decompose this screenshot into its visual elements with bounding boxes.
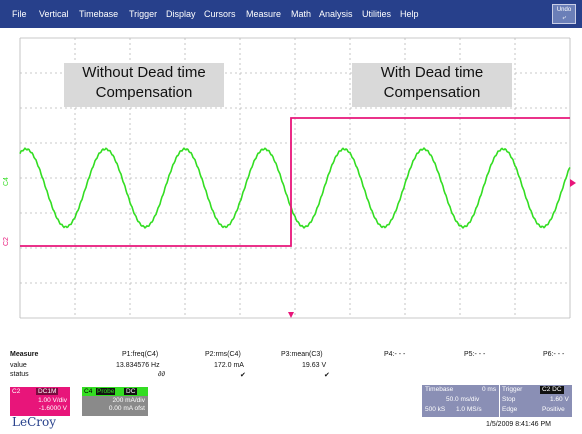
menu-utilities[interactable]: Utilities — [362, 9, 392, 19]
undo-label: Undo — [556, 7, 572, 13]
p3-status: ✔ — [324, 372, 330, 379]
p4-name[interactable]: P4:- - - — [384, 351, 406, 358]
menu-vertical[interactable]: Vertical — [39, 9, 69, 19]
trigger-level-marker — [570, 179, 576, 187]
timebase-samples: 500 kS — [425, 406, 446, 413]
c4-coupling: DC — [124, 388, 138, 395]
menu-display[interactable]: Display — [166, 9, 196, 19]
trigger-position-marker — [288, 312, 294, 318]
c2-channel-box[interactable]: C2 DC1M 1.00 V/div -1.6000 V — [10, 387, 70, 416]
waveform-display[interactable]: C4 C2 Without Dead time Compensation Wit… — [0, 28, 582, 343]
c2-coupling: DC1M — [36, 388, 59, 395]
c2-label: C2 — [12, 388, 21, 395]
measure-title: Measure — [10, 351, 39, 358]
lecroy-logo: LeCroy — [12, 415, 56, 429]
timebase-trigger-panel[interactable]: Timebase 0 ms 50.0 ms/div 500 kS 1.0 MS/… — [422, 385, 572, 417]
trigger-slope: Positive — [542, 406, 565, 413]
trigger-title: Trigger — [502, 386, 523, 393]
c4-marker: C4 — [3, 177, 10, 186]
measure-value-label: value — [10, 362, 27, 369]
with-compensation-label: With Dead time Compensation — [352, 63, 512, 107]
timebase-per-div: 50.0 ms/div — [446, 396, 480, 403]
trigger-source-channel: C2 — [542, 386, 551, 393]
timebase-delay: 0 ms — [482, 386, 497, 393]
c2-waveform — [20, 117, 570, 247]
menu-bar: File Vertical Timebase Trigger Display C… — [0, 0, 582, 28]
panel-divider — [499, 385, 500, 417]
trigger-source-coupling: DC — [552, 386, 562, 393]
p1-name[interactable]: P1:freq(C4) — [122, 351, 159, 358]
c4-probe: Probe — [96, 388, 116, 395]
menu-help[interactable]: Help — [400, 9, 419, 19]
p2-name[interactable]: P2:rms(C4) — [205, 351, 241, 358]
datetime: 1/5/2009 8:41:46 PM — [486, 421, 551, 428]
c4-waveform — [19, 147, 571, 229]
measure-status-label: status — [10, 371, 29, 378]
timebase-title: Timebase — [425, 386, 454, 393]
p2-value: 172.0 mA — [214, 362, 244, 369]
menu-cursors[interactable]: Cursors — [204, 9, 236, 19]
p3-value: 19.63 V — [302, 362, 327, 369]
menu-trigger[interactable]: Trigger — [129, 9, 158, 19]
c2-marker: C2 — [3, 237, 10, 246]
c2-scale: 1.00 V/div — [38, 397, 67, 404]
c4-header: C4 Probe DC — [82, 387, 148, 396]
menu-measure[interactable]: Measure — [246, 9, 282, 19]
c2-header: C2 DC1M — [10, 387, 70, 396]
trigger-level: 1.60 V — [550, 396, 569, 403]
menu-math[interactable]: Math — [291, 9, 312, 19]
trigger-mode: Stop — [502, 396, 516, 403]
menu-file[interactable]: File — [12, 9, 27, 19]
c4-channel-box[interactable]: C4 Probe DC 200 mA/div 0.00 mA ofst — [82, 387, 148, 416]
p6-name[interactable]: P6:- - - — [543, 351, 565, 358]
menu-timebase[interactable]: Timebase — [79, 9, 119, 19]
c4-label: C4 — [84, 388, 93, 395]
timebase-rate: 1.0 MS/s — [456, 406, 482, 413]
p1-status: ∂∂ — [158, 371, 165, 378]
undo-icon: ⤶ — [562, 15, 566, 21]
p3-name[interactable]: P3:mean(C3) — [281, 351, 323, 358]
trigger-source: C2 DC — [540, 386, 564, 394]
c4-scale: 200 mA/div — [112, 397, 145, 404]
p2-status: ✔ — [240, 372, 246, 379]
undo-button[interactable]: Undo ⤶ — [552, 4, 576, 24]
trigger-type: Edge — [502, 406, 518, 413]
p1-value: 13.834576 Hz — [116, 362, 160, 369]
menu-analysis[interactable]: Analysis — [319, 9, 353, 19]
c2-offset: -1.6000 V — [38, 405, 67, 412]
without-compensation-label: Without Dead time Compensation — [64, 63, 224, 107]
p5-name[interactable]: P5:- - - — [464, 351, 486, 358]
c4-offset: 0.00 mA ofst — [108, 405, 145, 412]
